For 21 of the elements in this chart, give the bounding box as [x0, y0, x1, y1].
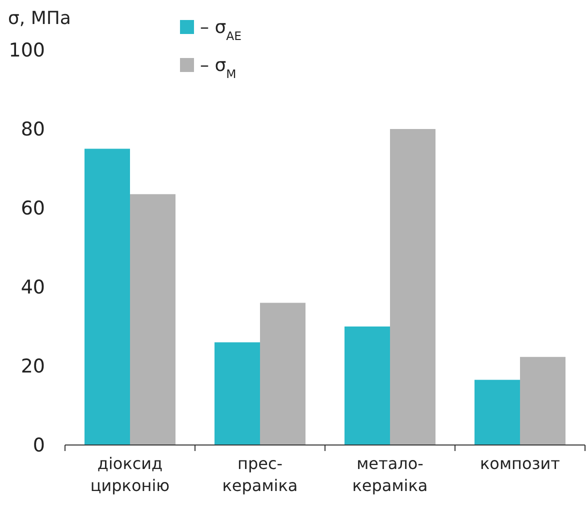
bar [390, 129, 436, 445]
bar [260, 302, 306, 445]
x-tick-label: прес- кераміка [222, 454, 298, 495]
bar [520, 356, 566, 445]
x-tick-label: композит [480, 454, 560, 473]
y-tick-label: 0 [32, 434, 45, 457]
x-tick-label: метало- кераміка [352, 454, 428, 495]
x-tick-label: діоксид цирконію [90, 454, 170, 495]
y-tick-label: 100 [8, 40, 45, 62]
y-tick-label: 40 [20, 276, 45, 299]
bar [474, 380, 520, 445]
bar [84, 148, 130, 445]
bar [344, 326, 390, 445]
legend-label: – σ$_{АЕ}$ [200, 17, 242, 43]
bar [214, 342, 260, 445]
bar [130, 194, 176, 445]
y-axis-title: σ, МПа [8, 8, 71, 29]
y-tick-label: 20 [20, 356, 45, 378]
y-tick-label: 60 [20, 198, 45, 220]
legend-label: – σ$_{М}$ [200, 55, 236, 81]
y-tick-label: 80 [20, 118, 45, 141]
